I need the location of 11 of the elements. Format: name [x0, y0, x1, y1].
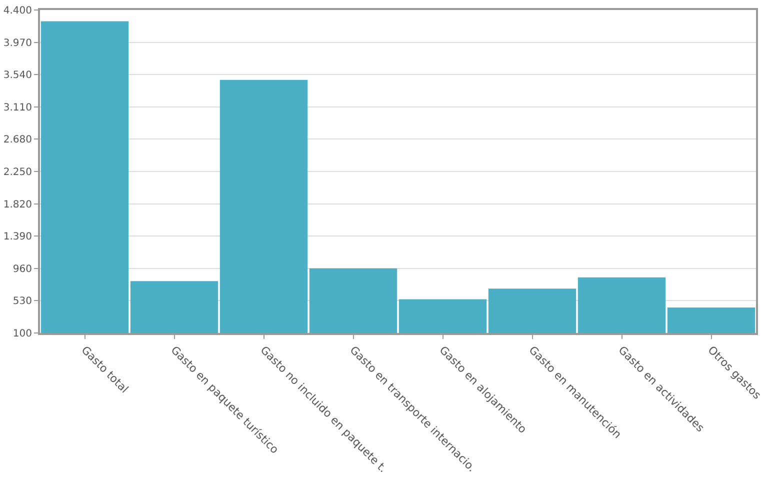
- y-tick-label: 3.970: [3, 38, 32, 49]
- y-tick-label: 2.250: [3, 167, 32, 178]
- y-tick-label: 960: [12, 264, 32, 275]
- y-tick-label: 100: [12, 328, 32, 340]
- y-tick-label: 3.110: [3, 102, 32, 114]
- y-tick-label: 4.400: [3, 6, 32, 16]
- y-tick-label: 2.680: [3, 134, 32, 146]
- y-tick-label: 1.390: [3, 232, 32, 243]
- y-tick-label: 3.540: [3, 70, 32, 82]
- y-tick-label: 530: [12, 296, 32, 308]
- y-tick-label: 1.820: [3, 199, 32, 210]
